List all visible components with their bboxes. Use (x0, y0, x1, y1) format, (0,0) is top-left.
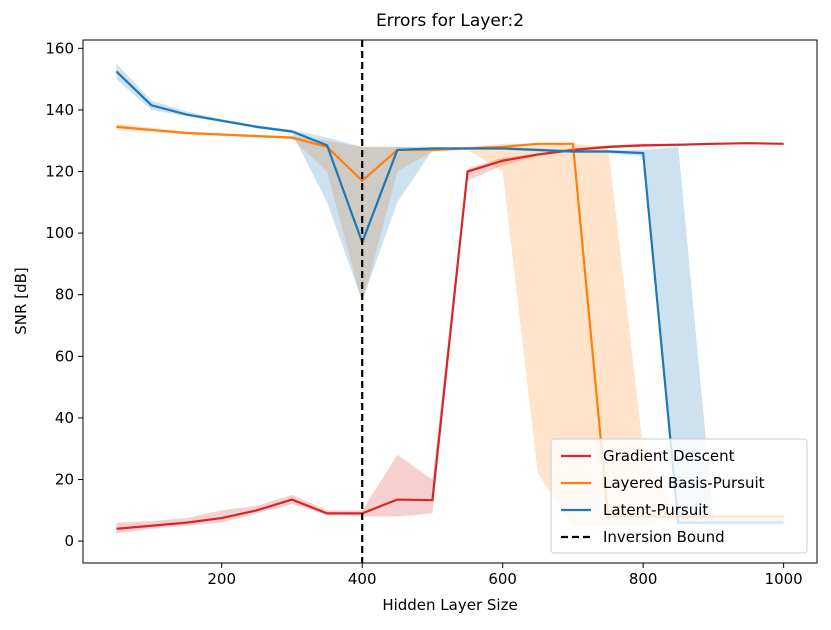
y-tick-label: 20 (55, 471, 74, 489)
x-tick-label: 600 (488, 570, 517, 588)
chart-title: Errors for Layer:2 (376, 11, 524, 31)
legend-label: Gradient Descent (603, 447, 735, 465)
legend-label: Latent-Pursuit (603, 501, 708, 519)
y-tick-label: 80 (55, 286, 74, 304)
x-axis-label: Hidden Layer Size (382, 596, 517, 614)
y-tick-label: 120 (45, 163, 74, 181)
y-tick-label: 100 (45, 224, 74, 242)
plot-frame (82, 39, 818, 564)
y-axis-label: SNR [dB] (12, 267, 30, 334)
x-tick-label: 400 (348, 570, 377, 588)
x-tick-label: 1000 (765, 570, 803, 588)
error-band (116, 123, 784, 526)
y-tick-label: 140 (45, 101, 74, 119)
legend-label: Inversion Bound (603, 528, 725, 546)
legend-label: Layered Basis-Pursuit (603, 474, 765, 492)
x-tick-label: 200 (207, 570, 236, 588)
y-tick-label: 60 (55, 347, 74, 365)
y-tick-label: 160 (45, 39, 74, 57)
x-tick-label: 800 (629, 570, 658, 588)
y-tick-label: 0 (64, 532, 74, 550)
series-line (116, 142, 784, 530)
y-tick-label: 40 (55, 409, 74, 427)
legend-box (550, 438, 808, 554)
